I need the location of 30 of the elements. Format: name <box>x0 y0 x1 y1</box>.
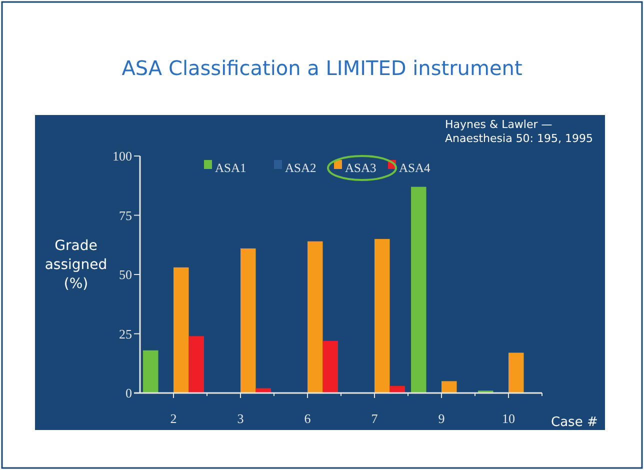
y-axis-title: Grade assigned (%) <box>44 238 108 292</box>
x-tick-label: 2 <box>170 411 177 426</box>
y-tick-label: 0 <box>126 386 132 401</box>
bar <box>374 238 390 393</box>
legend-label: ASA3 <box>345 161 376 175</box>
x-tick-label: 3 <box>237 411 244 426</box>
y-tick-label: 25 <box>119 326 132 342</box>
x-tick-label: 7 <box>371 411 378 426</box>
y-tick-label: 50 <box>119 267 132 282</box>
bar <box>308 241 323 393</box>
x-tick-label: 10 <box>502 411 515 426</box>
x-tick-label: 6 <box>304 411 312 426</box>
y-tick-label: 100 <box>112 148 132 164</box>
bar <box>174 267 189 393</box>
x-tick-label: 9 <box>438 411 445 426</box>
bar <box>442 381 457 393</box>
bar <box>143 350 158 393</box>
bar <box>411 186 426 393</box>
bar <box>240 248 256 393</box>
x-axis-title: Case # <box>551 415 598 430</box>
text: Haynes & Lawler — Anaesthesia 50: 195, 1995 <box>445 118 593 145</box>
legend-label: ASA4 <box>399 161 432 175</box>
y-tick-label: 75 <box>119 208 132 223</box>
legend-label: ASA2 <box>285 161 316 175</box>
bar <box>508 352 524 393</box>
legend-label: ASA1 <box>215 161 246 175</box>
bar <box>188 336 204 393</box>
chart-title: ASA Classification a LIMITED instrument <box>122 56 522 80</box>
bar <box>322 340 338 393</box>
bar <box>390 386 405 393</box>
